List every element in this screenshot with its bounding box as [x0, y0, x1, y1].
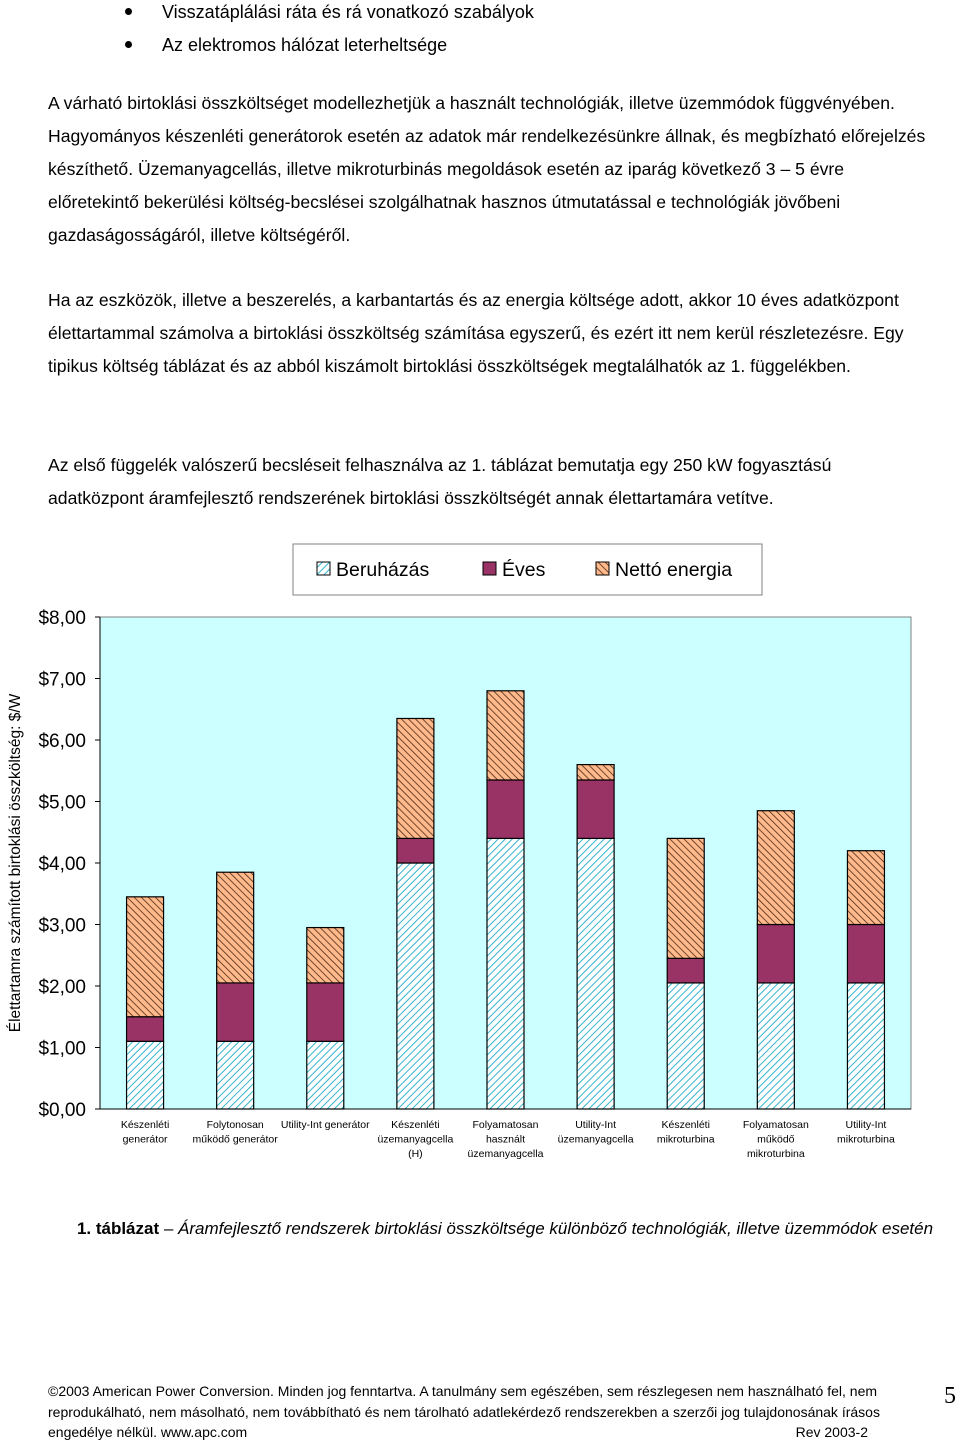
y-tick-label: $1,00: [38, 1039, 86, 1060]
bar-segment-éves: [306, 982, 345, 1042]
bar-segment-beruházás: [576, 837, 615, 1110]
paragraph-tco-calculation: Ha az eszközök, illetve a beszerelés, a …: [48, 290, 904, 376]
y-tick-label: $6,00: [38, 731, 86, 752]
bar-segment-nettó-energia: [396, 717, 435, 839]
copyright-line-2: reprodukálható, nem másolható, nem továb…: [48, 1403, 880, 1420]
bullet-item: Visszatáplálási ráta és rá vonatkozó sza…: [125, 1, 534, 23]
tco-stacked-bar-chart: $0,00 $1,00 $2,00 $3,00 $4,00 $5,00 $6,00 $7,00…: [7, 543, 912, 1160]
bar-segment-éves: [125, 1016, 165, 1042]
copyright-line-1: ©2003 American Power Conversion. Minden …: [48, 1383, 878, 1399]
bar-segment-nettó-energia: [125, 896, 165, 1018]
paragraph-tco-intro: A várható birtoklási összköltséget model…: [48, 93, 926, 245]
bar-segment-beruházás: [666, 982, 705, 1110]
bullet-text: Az elektromos hálózat leterheltsége: [162, 35, 448, 55]
bar-segment-beruházás: [306, 1040, 345, 1110]
caption-dash: –: [159, 1219, 179, 1238]
bar-segment-nettó-energia: [666, 837, 705, 959]
x-category-label: Készenléti generátor: [121, 1119, 169, 1146]
bar-segment-nettó-energia: [306, 926, 345, 984]
paragraph-table-reference: Az első függelék valószerű becsléseit fe…: [48, 455, 832, 508]
bar-segment-nettó-energia: [576, 763, 615, 781]
bar-segment-nettó-energia: [216, 871, 255, 984]
legend-swatch: [482, 561, 497, 576]
x-category-label: Készenléti üzemanyagcella (H): [377, 1119, 453, 1160]
bullet-text: Visszatáplálási ráta és rá vonatkozó sza…: [162, 2, 534, 22]
bar-segment-beruházás: [396, 862, 435, 1110]
x-category-label: Utility-Int üzemanyagcella: [558, 1119, 634, 1146]
y-tick-label: $0,00: [38, 1100, 86, 1121]
page-footer: ©2003 American Power Conversion. Minden …: [48, 1381, 880, 1443]
bar-segment-nettó-energia: [846, 850, 886, 926]
bar-segment-beruházás: [125, 1040, 165, 1110]
bar-segment-beruházás: [846, 982, 886, 1110]
caption-label: 1. táblázat: [76, 1219, 160, 1238]
bar-segment-éves: [846, 923, 886, 984]
x-category-label: Utility-Int mikroturbina: [837, 1119, 895, 1146]
chart-legend: Beruházás Éves Nettó energia: [292, 543, 763, 596]
y-tick-label: $7,00: [38, 670, 86, 691]
bar-segment-éves: [576, 779, 615, 839]
bullet-item: Az elektromos hálózat leterheltsége: [125, 34, 448, 56]
y-tick-label: $4,00: [38, 854, 86, 875]
copyright-line-3: engedélye nélkül. www.apc.com: [48, 1424, 248, 1440]
bar-segment-éves: [666, 957, 705, 984]
bullet-dot-icon: [125, 8, 132, 15]
revision-label: Rev 2003-2: [795, 1424, 868, 1440]
legend-label: Nettó energia: [615, 559, 732, 581]
y-tick-label: $3,00: [38, 916, 86, 937]
y-tick-label: $5,00: [38, 793, 86, 814]
bar-segment-éves: [396, 837, 435, 864]
legend-label: Beruházás: [336, 559, 429, 581]
bar-segment-éves: [216, 982, 255, 1042]
legend-swatch: [316, 561, 331, 576]
x-category-label: Utility-Int generátor: [281, 1119, 370, 1131]
y-tick-label: $8,00: [38, 608, 86, 629]
y-tick-label: $2,00: [38, 977, 86, 998]
bar-segment-nettó-energia: [486, 690, 525, 781]
legend-label: Éves: [502, 558, 546, 581]
caption-text: Áramfejlesztő rendszerek birtoklási össz…: [178, 1219, 934, 1238]
bullet-dot-icon: [125, 41, 132, 48]
page-number: 5: [944, 1383, 956, 1409]
x-category-label: Folytonosan működő generátor: [193, 1119, 279, 1146]
bar-segment-beruházás: [756, 982, 795, 1110]
x-category-label: Készenléti mikroturbina: [657, 1119, 715, 1146]
bar-segment-éves: [486, 779, 525, 839]
bar-segment-éves: [756, 923, 795, 984]
bar-segment-nettó-energia: [756, 810, 795, 926]
table-caption: 1. táblázat – Áramfejlesztő rendszerek b…: [0, 1219, 960, 1239]
legend-swatch: [595, 561, 610, 576]
bar-segment-beruházás: [486, 837, 525, 1110]
bar-segment-beruházás: [216, 1040, 255, 1110]
x-category-label: Folyamatosan működő mikroturbina: [743, 1119, 809, 1160]
y-axis-title: Élettartamra számított birtoklási összkö…: [7, 693, 24, 1032]
legend-box: [292, 543, 763, 596]
x-category-label: Folyamatosan használt üzemanyagcella: [468, 1119, 544, 1160]
